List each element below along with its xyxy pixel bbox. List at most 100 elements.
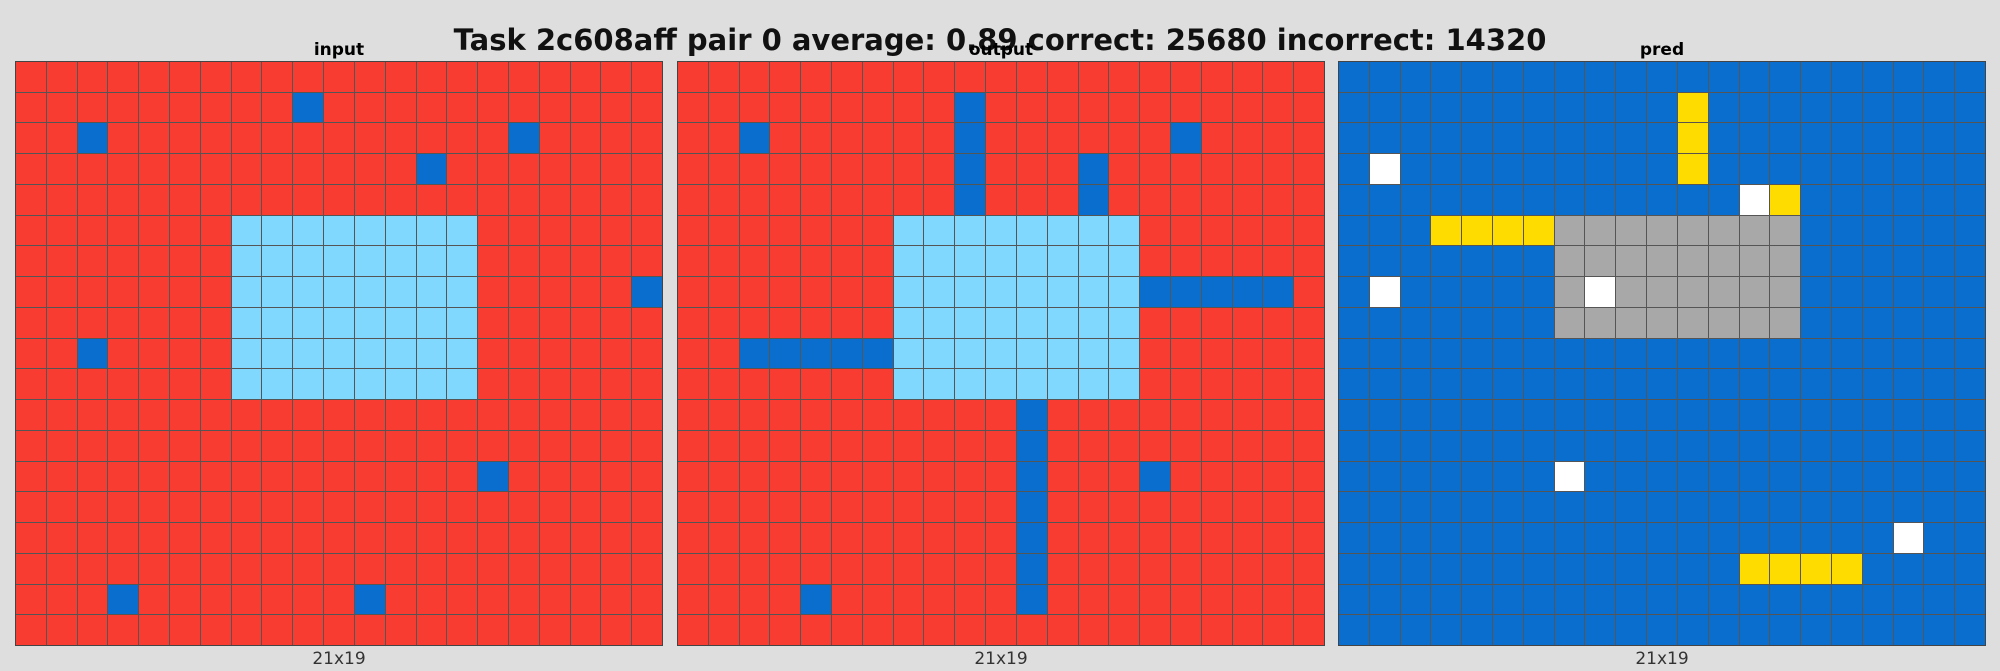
grid-cell <box>1831 369 1862 400</box>
grid-cell <box>1523 461 1554 492</box>
grid-cell <box>1801 277 1831 307</box>
grid-cell <box>893 62 924 92</box>
grid-cell <box>293 338 324 369</box>
grid-cell <box>1739 523 1770 553</box>
grid-cell <box>601 615 632 645</box>
grid-cell <box>231 461 262 492</box>
grid-cell <box>77 92 108 123</box>
grid-cell <box>385 215 416 246</box>
grid-cell <box>1893 184 1924 215</box>
grid-cell <box>416 584 447 615</box>
grid-cell <box>1585 523 1616 553</box>
grid-cell <box>1955 92 1985 123</box>
grid-cell <box>1078 400 1109 430</box>
grid-cell <box>324 400 354 430</box>
grid-cell <box>832 154 862 184</box>
grid-cell <box>108 184 139 215</box>
grid-cell <box>262 277 293 307</box>
grid-cell <box>1955 430 1985 461</box>
grid-cell <box>955 523 986 553</box>
grid-cell <box>262 62 293 92</box>
grid-cell <box>478 215 508 246</box>
grid-cell <box>16 62 46 92</box>
grid-cell <box>924 400 955 430</box>
grid-cell <box>601 154 632 184</box>
grid-cell <box>1369 62 1400 92</box>
grid-cell <box>1263 400 1294 430</box>
grid-cell <box>739 184 770 215</box>
grid-cell <box>678 92 708 123</box>
grid-cell <box>1400 154 1431 184</box>
grid-cell <box>1493 277 1523 307</box>
grid-cell <box>1493 338 1523 369</box>
grid-cell <box>108 62 139 92</box>
grid-cell <box>1263 184 1294 215</box>
grid-cell <box>1770 123 1801 154</box>
grid-cell <box>1078 92 1109 123</box>
grid-cell <box>1294 307 1324 338</box>
grid-cell <box>1493 246 1523 277</box>
grid-cell <box>354 338 385 369</box>
grid-cell <box>801 523 832 553</box>
grid-cell <box>1140 307 1170 338</box>
grid-cell <box>1955 184 1985 215</box>
grid-cell <box>1400 307 1431 338</box>
grid-cell <box>1078 523 1109 553</box>
grid-cell <box>570 338 601 369</box>
grid-cell <box>447 584 478 615</box>
grid-cell <box>862 492 893 523</box>
grid-cell <box>539 369 570 400</box>
output-panel: output 21x19 <box>677 39 1325 669</box>
grid-cell <box>1369 553 1400 584</box>
grid-cell <box>1294 584 1324 615</box>
grid-cell <box>1016 154 1047 184</box>
grid-cell <box>200 92 231 123</box>
grid-cell <box>678 277 708 307</box>
grid-cell <box>1554 307 1585 338</box>
grid-cell <box>955 338 986 369</box>
grid-cell <box>1523 154 1554 184</box>
grid-cell <box>832 400 862 430</box>
grid-cell <box>862 92 893 123</box>
grid-cell <box>539 307 570 338</box>
grid-cell <box>1140 123 1170 154</box>
grid-cell <box>1369 492 1400 523</box>
grid-cell <box>1201 461 1232 492</box>
grid-cell <box>862 400 893 430</box>
grid-cell <box>1263 154 1294 184</box>
grid-cell <box>893 215 924 246</box>
grid-cell <box>139 307 170 338</box>
grid-cell <box>1523 430 1554 461</box>
grid-cell <box>1924 492 1955 523</box>
grid-cell <box>1831 615 1862 645</box>
grid-cell <box>1647 92 1677 123</box>
grid-cell <box>77 215 108 246</box>
grid-cell <box>1431 615 1462 645</box>
grid-cell <box>1078 461 1109 492</box>
grid-cell <box>986 461 1016 492</box>
grid-cell <box>16 338 46 369</box>
grid-cell <box>1294 215 1324 246</box>
grid-cell <box>1047 123 1078 154</box>
grid-cell <box>1047 584 1078 615</box>
grid-cell <box>447 123 478 154</box>
grid-cell <box>1462 523 1493 553</box>
grid-cell <box>739 615 770 645</box>
grid-cell <box>1263 307 1294 338</box>
grid-cell <box>293 553 324 584</box>
grid-cell <box>385 184 416 215</box>
grid-cell <box>739 492 770 523</box>
grid-cell <box>1170 338 1201 369</box>
grid-cell <box>924 615 955 645</box>
grid-cell <box>1339 184 1369 215</box>
grid-cell <box>262 154 293 184</box>
grid-cell <box>231 523 262 553</box>
grid-cell <box>1677 461 1708 492</box>
grid-cell <box>1831 307 1862 338</box>
grid-cell <box>508 184 539 215</box>
grid-cell <box>1431 246 1462 277</box>
grid-size-label-output: 21x19 <box>974 649 1028 669</box>
grid-cell <box>1647 62 1677 92</box>
grid-cell <box>862 307 893 338</box>
grid-cell <box>139 184 170 215</box>
